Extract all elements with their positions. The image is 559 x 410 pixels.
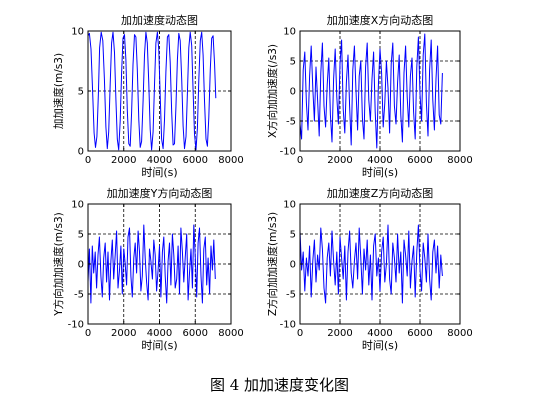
series-line [299, 33, 443, 149]
x-tick-label: 6000 [407, 155, 432, 166]
series-line [299, 224, 443, 304]
y-tick-label: -10 [280, 320, 296, 331]
chart-title: 加加速度X方向动态图 [327, 13, 434, 27]
y-tick-label: 0 [78, 147, 84, 158]
x-tick-label: 8000 [218, 328, 243, 339]
y-tick-label: 5 [78, 230, 84, 241]
y-tick-label: -5 [74, 290, 84, 301]
x-tick-label: 0 [85, 155, 91, 166]
x-axis-label: 时间(s) [141, 339, 177, 352]
x-axis-label: 时间(s) [141, 166, 177, 179]
x-tick-label: 6000 [407, 328, 432, 339]
x-axis-label: 时间(s) [362, 166, 398, 179]
y-tick-label: 5 [290, 230, 296, 241]
y-axis-label: 加加速度(m/s3) [52, 53, 65, 129]
figure-caption: 图 4 加加速度变化图 [209, 376, 350, 394]
x-tick-label: 2000 [327, 328, 352, 339]
y-tick-label: -10 [280, 147, 296, 158]
y-axis-label: Y方向加加速度(m/s3) [52, 212, 65, 317]
chart-title: 加加速度动态图 [121, 13, 198, 27]
x-tick-label: 4000 [147, 155, 172, 166]
chart-2: 0 2000 4000 6000 8000 -10 -5 0 5 10 加加速度X方向动态图时间(s… [266, 13, 473, 179]
x-tick-label: 6000 [183, 155, 208, 166]
series-line [87, 224, 216, 304]
x-tick-label: 6000 [183, 328, 208, 339]
y-tick-label: -5 [286, 117, 296, 128]
chart-title: 加加速度Y方向动态图 [107, 186, 213, 200]
y-tick-label: -5 [286, 290, 296, 301]
chart-3: 0 2000 4000 6000 8000 -10 -5 0 5 10 加加速度Y方向动态图时间(s… [52, 186, 244, 352]
y-tick-label: 0 [78, 260, 84, 271]
y-tick-label: 0 [290, 87, 296, 98]
y-axis-label: X方向加加速度(/s3) [266, 44, 279, 138]
x-tick-label: 2000 [327, 155, 352, 166]
x-tick-label: 2000 [111, 328, 136, 339]
x-tick-label: 8000 [447, 328, 472, 339]
chart-4: 0 2000 4000 6000 8000 -10 -5 0 5 10 加加速度Z方向动态图时间(s… [266, 186, 473, 352]
x-tick-label: 4000 [147, 328, 172, 339]
x-axis-label: 时间(s) [362, 339, 398, 352]
y-tick-label: 10 [283, 27, 296, 38]
x-tick-label: 8000 [218, 155, 243, 166]
x-tick-label: 8000 [447, 155, 472, 166]
x-tick-label: 0 [85, 328, 91, 339]
y-tick-label: 10 [283, 200, 296, 211]
x-tick-label: 4000 [367, 328, 392, 339]
y-axis-label: Z方向加加速度(m/s3) [266, 212, 279, 316]
x-tick-label: 2000 [111, 155, 136, 166]
y-tick-label: 0 [290, 260, 296, 271]
y-tick-label: 5 [78, 87, 84, 98]
series-line [87, 31, 217, 151]
y-tick-label: -10 [68, 320, 84, 331]
y-tick-label: 10 [71, 27, 84, 38]
x-tick-label: 0 [297, 155, 303, 166]
x-tick-label: 4000 [367, 155, 392, 166]
chart-title: 加加速度Z方向动态图 [327, 186, 434, 200]
x-tick-label: 0 [297, 328, 303, 339]
y-tick-label: 5 [290, 57, 296, 68]
y-tick-label: 10 [71, 200, 84, 211]
